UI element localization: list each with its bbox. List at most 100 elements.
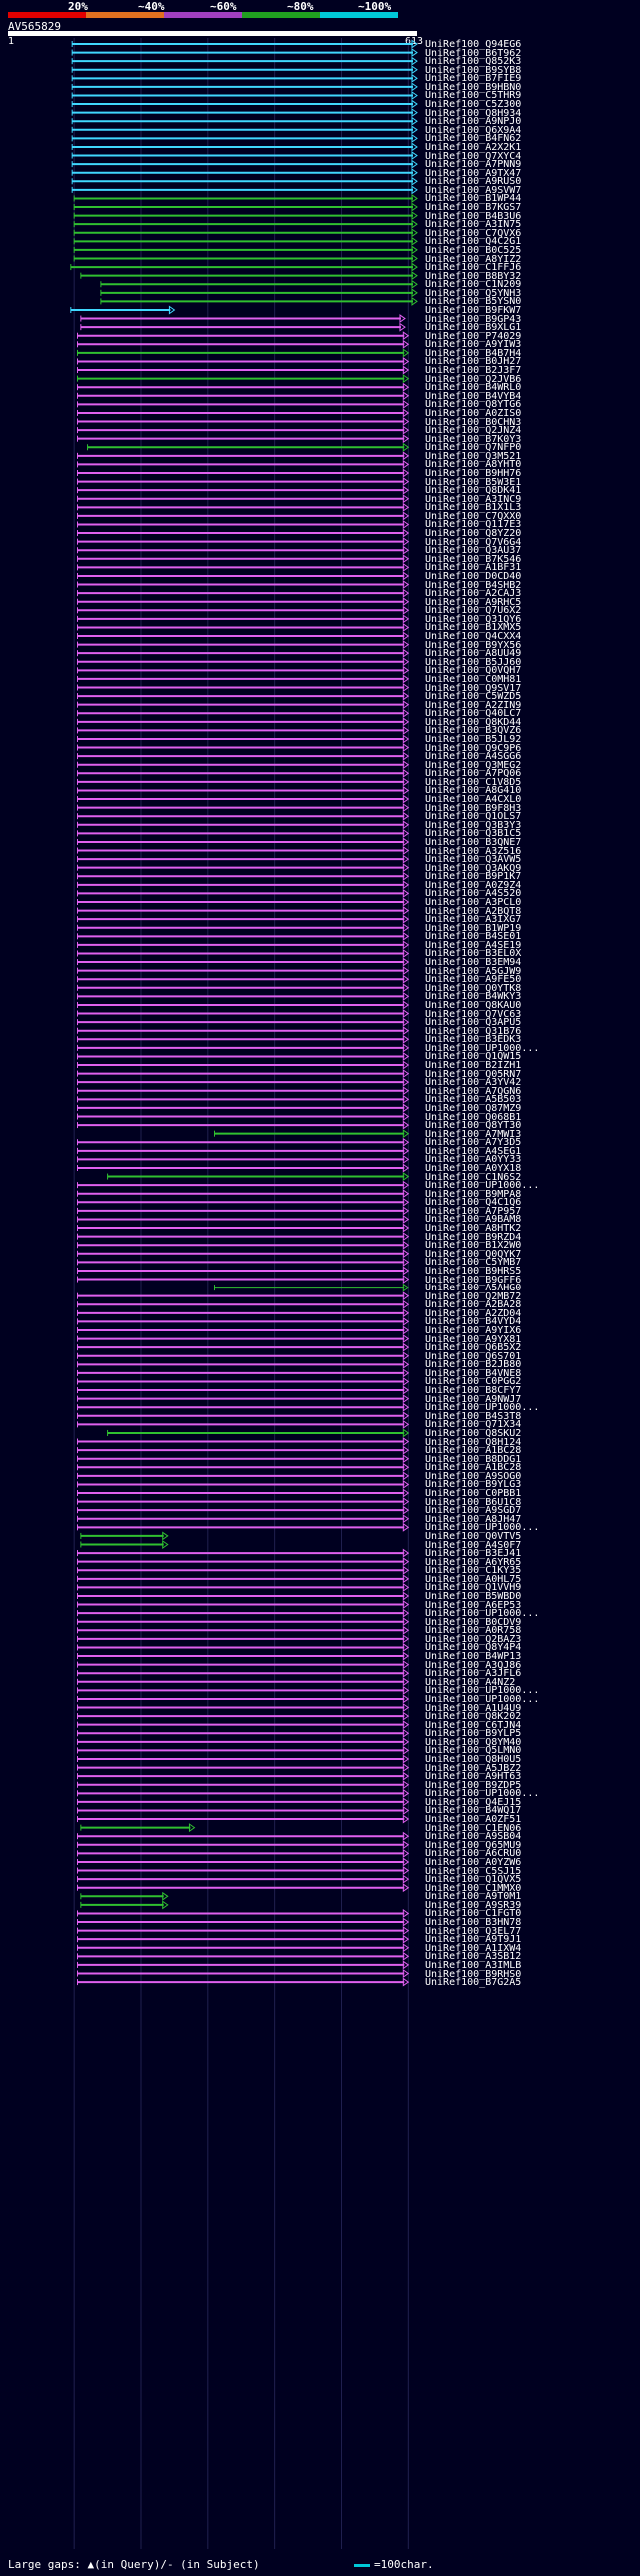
hit-label[interactable]: UniRef100_Q9C9P6	[425, 742, 522, 754]
hit-label[interactable]: UniRef100_A9SGD7	[425, 1505, 522, 1517]
hit-row[interactable]	[77, 1806, 410, 1815]
hit-label[interactable]: UniRef100_B0JH27	[425, 356, 522, 368]
hit-row[interactable]	[71, 133, 418, 143]
hit-label[interactable]: UniRef100_Q1VVH9	[425, 1582, 522, 1594]
hit-row[interactable]	[70, 262, 418, 272]
hit-label[interactable]: UniRef100_Q1QVX5	[425, 1874, 522, 1886]
hit-row[interactable]	[77, 511, 410, 521]
hit-row[interactable]	[77, 1780, 410, 1790]
hit-label[interactable]: UniRef100_P74029	[425, 330, 522, 342]
hit-label[interactable]: UniRef100_B5WBD0	[425, 1590, 522, 1602]
hit-label[interactable]: UniRef100_B3QNE7	[425, 836, 522, 848]
hit-row[interactable]	[77, 760, 410, 770]
hit-label[interactable]: UniRef100_A8YIZ2	[425, 253, 522, 265]
hit-row[interactable]	[77, 1394, 410, 1404]
hit-row[interactable]	[77, 1034, 410, 1044]
hit-label[interactable]: UniRef100_B8CFY7	[425, 1385, 522, 1397]
hit-row[interactable]	[77, 1574, 410, 1584]
hit-label[interactable]: UniRef100_C7QXX0	[425, 510, 522, 522]
hit-row[interactable]	[77, 1137, 410, 1147]
hit-label[interactable]: UniRef100_A9YIX6	[425, 1325, 522, 1336]
hit-label[interactable]: UniRef100_A3SB12	[425, 1951, 522, 1963]
hit-label[interactable]: UniRef100_A2X2K1	[425, 141, 522, 153]
hit-label[interactable]: UniRef100_B3EM94	[425, 957, 522, 969]
hit-row[interactable]	[77, 863, 410, 873]
hit-row[interactable]	[73, 202, 418, 212]
hit-row[interactable]	[80, 314, 406, 324]
hit-label[interactable]: UniRef100_Q0QYK7	[425, 1248, 522, 1260]
hit-row[interactable]	[77, 1249, 410, 1259]
hit-label[interactable]: UniRef100_Q3AU37	[425, 545, 522, 557]
hit-label[interactable]: UniRef100_B4WKY3	[425, 991, 522, 1003]
hit-row[interactable]	[77, 1582, 410, 1592]
hit-row[interactable]	[77, 1154, 410, 1164]
hit-label[interactable]: UniRef100_B9F8H3	[425, 802, 522, 814]
hit-row[interactable]	[80, 271, 418, 281]
hit-row[interactable]	[77, 1926, 410, 1936]
hit-label[interactable]: UniRef100_A7PQ06	[425, 768, 522, 780]
hit-row[interactable]	[77, 1266, 410, 1276]
hit-row[interactable]	[77, 1831, 410, 1841]
hit-label[interactable]: UniRef100_A2ZD04	[425, 1307, 522, 1319]
hit-row[interactable]	[80, 1900, 169, 1910]
hit-label[interactable]: UniRef100_B1XMX5	[425, 622, 522, 634]
hit-row[interactable]	[77, 417, 410, 426]
hit-row[interactable]	[77, 1685, 410, 1695]
hit-row[interactable]	[77, 1634, 410, 1644]
hit-row[interactable]	[77, 648, 410, 658]
hit-row[interactable]	[77, 1874, 410, 1884]
hit-label[interactable]: UniRef100_UP1000...	[425, 1788, 540, 1800]
hit-row[interactable]	[77, 459, 410, 469]
hit-label[interactable]: UniRef100_A3PCL0	[425, 897, 522, 908]
hit-label[interactable]: UniRef100_B9HRS5	[425, 1265, 522, 1277]
hit-label[interactable]: UniRef100_Q8SKU2	[425, 1427, 522, 1439]
hit-label[interactable]: UniRef100_A1U4U9	[425, 1702, 522, 1714]
hit-label[interactable]: UniRef100_A4S0F7	[425, 1539, 522, 1551]
hit-row[interactable]	[77, 1411, 410, 1421]
hit-label[interactable]: UniRef100_Q7V6G4	[425, 536, 522, 548]
hit-row[interactable]	[77, 1754, 410, 1764]
hit-label[interactable]: UniRef100_Q3B3Y3	[425, 819, 522, 831]
hit-label[interactable]: UniRef100_A0ZIS0	[425, 407, 522, 419]
hit-row[interactable]	[77, 1505, 410, 1515]
hit-row[interactable]	[77, 1488, 410, 1498]
hit-label[interactable]: UniRef100_A2BA28	[425, 1299, 522, 1311]
hit-label[interactable]: UniRef100_A1IXW4	[425, 1942, 522, 1954]
hit-row[interactable]	[77, 477, 410, 487]
hit-row[interactable]	[77, 1385, 410, 1395]
hit-row[interactable]	[77, 1316, 410, 1326]
hit-row[interactable]	[77, 365, 410, 375]
hit-row[interactable]	[77, 931, 410, 941]
hit-row[interactable]	[77, 1625, 410, 1635]
hit-row[interactable]	[77, 1917, 410, 1927]
hit-row[interactable]	[77, 743, 410, 753]
hit-label[interactable]: UniRef100_C0MH81	[425, 673, 522, 685]
hit-label[interactable]: UniRef100_A4SEG1	[425, 1145, 522, 1157]
hit-label[interactable]: UniRef100_A6CRU0	[425, 1848, 522, 1860]
hit-row[interactable]	[77, 1934, 410, 1944]
hit-label[interactable]: UniRef100_B9HH76	[425, 468, 522, 479]
hit-label[interactable]: UniRef100_A5GJW9	[425, 965, 522, 977]
hit-label[interactable]: UniRef100_A9TX47	[425, 167, 522, 179]
hit-row[interactable]	[77, 1197, 410, 1207]
hit-label[interactable]: UniRef100_Q8YM40	[425, 1736, 522, 1748]
hit-label[interactable]: UniRef100_A9T9J1	[425, 1934, 522, 1946]
hit-row[interactable]	[77, 1206, 410, 1216]
hit-label[interactable]: UniRef100_Q4C1Q6	[425, 1197, 522, 1209]
hit-row[interactable]	[71, 125, 418, 135]
hit-row[interactable]	[77, 837, 410, 847]
hit-row[interactable]	[77, 1848, 410, 1858]
hit-label[interactable]: UniRef100_A6YR65	[425, 1556, 522, 1568]
hit-row[interactable]	[77, 1737, 410, 1747]
hit-row[interactable]	[77, 1703, 410, 1712]
hit-label[interactable]: UniRef100_B9YLG3	[425, 1479, 522, 1491]
hit-label[interactable]: UniRef100_A2CAJ3	[425, 588, 522, 600]
hit-label[interactable]: UniRef100_B5W3E1	[425, 476, 522, 488]
hit-row[interactable]	[71, 99, 418, 109]
hit-row[interactable]	[77, 1069, 410, 1079]
hit-row[interactable]	[77, 391, 410, 401]
hit-row[interactable]	[77, 683, 410, 692]
hit-row[interactable]	[77, 434, 410, 444]
hit-label[interactable]: UniRef100_Q8Y4P4	[425, 1642, 522, 1654]
hit-label[interactable]: UniRef100_A1BC28	[425, 1462, 522, 1474]
